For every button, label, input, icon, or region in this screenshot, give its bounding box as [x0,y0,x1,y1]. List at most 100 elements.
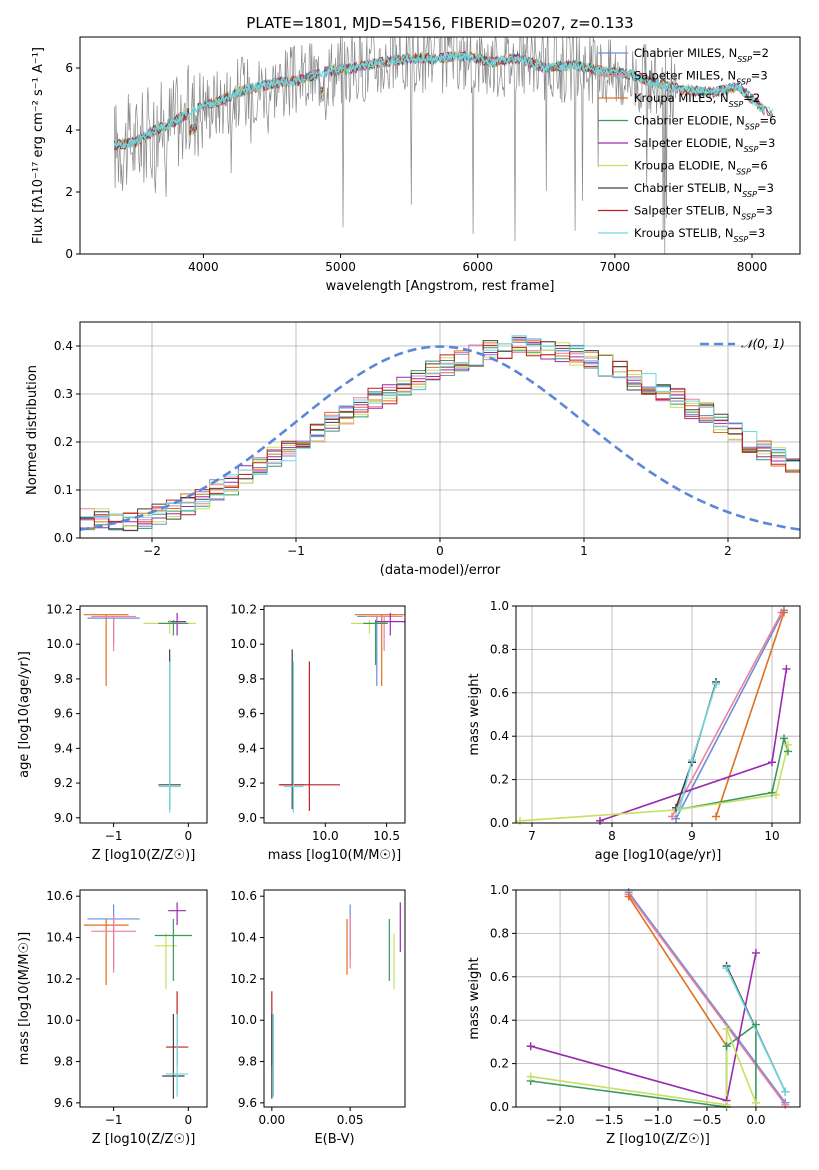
mass-age-ytick-label: 9.2 [238,776,257,790]
spectrum-xtick-label: 4000 [188,260,219,274]
spectrum-xtick-label: 8000 [737,260,768,274]
z-age-ytick-label: 9.6 [54,707,73,721]
z-massweight-ytick-label: 0.6 [490,970,509,984]
age-massweight-marker-5-2 [772,790,780,799]
z-massweight-marker-4-2 [751,948,760,957]
age-massweight-xtick-label: 7 [528,829,536,843]
z-age-xtick-label: 0 [185,829,193,843]
ebv-mass-ytick-label: 10.6 [230,889,257,903]
z-massweight-axes-frame [515,889,801,1108]
ebv-mass-xtick-label: 0.05 [337,1113,364,1127]
age-massweight-series-line-2 [715,612,785,817]
z-massweight-xtick-label: −1.0 [643,1113,672,1127]
legend-label-text: Kroupa ELODIE, N [634,159,736,173]
z-mass-ytick-label: 10.4 [46,931,73,945]
age-massweight-marker-2-1 [780,608,788,617]
age-massweight-marker-7-0 [676,803,684,812]
age-massweight-xtick-label: 9 [688,829,696,843]
z-massweight-marker-3-2 [722,1042,731,1051]
legend-label-text: Chabrier STELIB, N [634,181,742,195]
age-massweight-marker-1-0 [668,812,676,821]
z-massweight-marker-2-0 [624,892,633,901]
age-massweight-ylabel: mass weight [467,673,482,755]
spectrum-ytick-label: 0 [65,247,73,261]
z-massweight-marker-5-2 [722,1024,731,1033]
legend-label-text: Kroupa STELIB, N [634,226,734,240]
histogram-xtick-label: 1 [580,544,588,558]
z-age-ytick-label: 10.2 [46,602,73,616]
histogram-xtick-label: −1 [287,544,305,558]
z-massweight-series-line-0 [627,891,786,1104]
z-mass-ytick-label: 10.0 [46,1013,73,1027]
z-massweight-xtick-label: 0.0 [746,1113,765,1127]
legend-label-sub: SSP [745,122,760,131]
z-mass-ytick-label: 9.6 [54,1096,73,1110]
z-mass-ytick-label: 10.2 [46,972,73,986]
legend-label-tail: =6 [751,159,768,173]
z-massweight-marker-5-0 [526,1072,535,1081]
age-massweight-series-line-1 [671,612,783,817]
age-massweight-ytick-label: 0.2 [490,773,509,787]
age-massweight-marker-2-0 [712,812,720,821]
age-massweight-xtick-label: 8 [608,829,616,843]
ebv-mass-ytick-label: 10.4 [230,931,257,945]
ebv-mass-xtick-label: 0.00 [258,1113,285,1127]
histogram-ylabel: Normed distribution [25,365,40,495]
z-massweight-xlabel: Z [log10(Z/Z☉)] [606,1132,710,1147]
z-mass-axes: −1 0 9.6 9.8 10.0 10.2 10.4 10.6 Z [log10(Z/Z☉)]… [17,889,208,1147]
spectrum-ytick-label: 4 [65,123,73,137]
age-massweight-axes-frame [515,605,801,824]
z-massweight-marker-7-1 [781,1087,790,1096]
legend-label-text: Chabrier MILES, N [634,46,737,60]
legend-label-tail: =3 [751,69,768,83]
legend-label-sub: SSP [744,145,759,154]
z-mass-axes-frame [79,889,208,1108]
legend-label-text: Kroupa MILES, N [634,91,729,105]
histogram-axes: −2 −1 0 1 2 0.0 0.1 0.2 0.3 0.4 (data-model)/error… [25,321,801,578]
z-massweight-xtick-label: −0.5 [692,1113,721,1127]
z-massweight-axes-plot-area [516,890,800,1107]
spectrum-axes: 4000 5000 6000 7000 8000 0 2 4 6 wavelength [Angs… [31,36,801,294]
z-massweight-ytick-label: 0.0 [490,1100,509,1114]
ebv-mass-ytick-label: 9.8 [238,1055,257,1069]
age-massweight-marker-3-2 [780,734,788,743]
z-massweight-ylabel: mass weight [467,957,482,1039]
legend-label-sub: SSP [734,235,749,244]
legend-label-2: Kroupa MILES, NSSP=2 [634,91,760,109]
ebv-mass-xlabel: E(B-V) [314,1132,354,1147]
legend-label-5: Kroupa ELODIE, NSSP=6 [634,159,768,177]
age-massweight-ytick-label: 0.0 [490,816,509,830]
ebv-mass-axes-plot-area [271,902,401,1099]
legend-label-text: Salpeter MILES, N [634,69,736,83]
mass-age-xtick-label: 10.5 [373,829,400,843]
legend-label-sub: SSP [736,77,751,86]
z-massweight-ytick-label: 0.8 [490,926,509,940]
mass-age-ytick-label: 9.4 [238,741,257,755]
z-age-xlabel: Z [log10(Z/Z☉)] [92,848,196,863]
gaussian-reference-curve [80,345,800,531]
age-massweight-xtick-label: 10 [764,829,779,843]
legend-label-sub: SSP [742,190,757,199]
z-mass-ytick-label: 10.6 [46,889,73,903]
spectrum-xtick-label: 6000 [462,260,493,274]
spectrum-xtick-label: 5000 [325,260,356,274]
spectrum-kroupa-stelib-line [113,51,766,149]
histogram-xtick-label: 0 [436,544,444,558]
histogram-ytick-label: 0.1 [54,483,73,497]
age-massweight-ytick-label: 0.8 [490,642,509,656]
z-massweight-series-line-7 [725,967,787,1093]
z-massweight-ytick-label: 0.4 [490,1013,509,1027]
legend-label-tail: =2 [743,91,760,105]
ebv-mass-ytick-label: 9.6 [238,1096,257,1110]
z-age-ytick-label: 9.8 [54,672,73,686]
legend-label-sub: SSP [729,100,744,109]
age-massweight-xlabel: age [log10(age/yr)] [595,848,722,863]
z-massweight-series-line-2 [627,896,728,1047]
legend-label-tail: =3 [748,226,765,240]
spectrum-axes-plot-area [113,37,774,254]
z-massweight-marker-4-0 [526,1042,535,1051]
mass-age-ytick-label: 10.2 [230,602,257,616]
